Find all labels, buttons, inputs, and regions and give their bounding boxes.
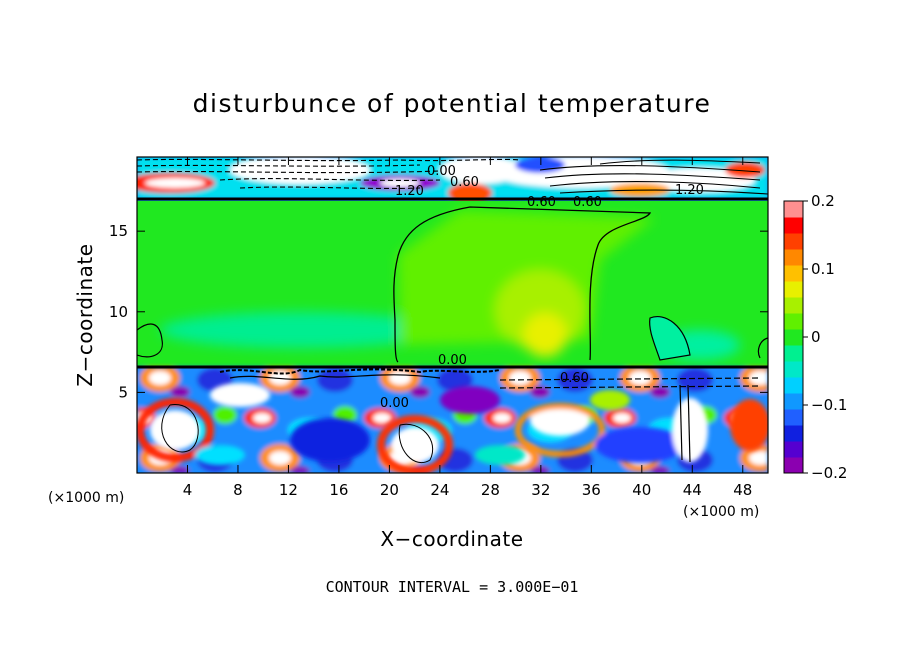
x-tick-label: 8 [233, 481, 243, 499]
colorbar-swatch [784, 409, 803, 426]
x-tick-label: 44 [683, 481, 702, 499]
contour-label: 0.60 [527, 195, 556, 210]
x-tick-label: 48 [733, 481, 752, 499]
contour-labels: 0.00 0.60 1.20 0.60 0.60 1.20 0.00 0.60 … [380, 164, 704, 411]
colorbar-tick-label: 0 [811, 328, 821, 346]
colorbar-swatch [784, 377, 803, 394]
x-axis-ticks: 4 8 12 16 20 24 28 32 36 40 44 48 [183, 157, 752, 499]
zero-contour [397, 206, 652, 361]
colorbar-swatch [784, 281, 803, 298]
colorbar-swatch [784, 249, 803, 266]
x-tick-label: 12 [279, 481, 298, 499]
contour-label: 1.20 [675, 183, 704, 198]
plot-area [137, 157, 768, 473]
y-tick-label: 10 [109, 303, 128, 321]
x-tick-label: 4 [183, 481, 193, 499]
upper-contours [137, 158, 768, 195]
colorbar-swatch [784, 441, 803, 458]
y-axis-label: Z−coordinate [73, 243, 97, 386]
contour-label: 0.00 [438, 353, 467, 368]
x-unit-left: (×1000 m) [48, 490, 124, 506]
colorbar-swatch [784, 313, 803, 330]
x-tick-label: 28 [481, 481, 500, 499]
contour-label: 0.60 [450, 175, 479, 190]
colorbar-swatch [784, 297, 803, 314]
colorbar [784, 201, 803, 474]
y-axis-ticks: 5 10 15 [109, 222, 768, 401]
colorbar-swatch [784, 233, 803, 250]
contour-label: 0.00 [380, 396, 409, 411]
colorbar-swatch [784, 201, 803, 218]
contour-label: 0.00 [427, 164, 456, 179]
x-tick-label: 24 [430, 481, 449, 499]
x-tick-label: 32 [531, 481, 550, 499]
y-tick-label: 15 [109, 222, 128, 240]
colorbar-swatch [784, 265, 803, 282]
x-tick-label: 16 [329, 481, 348, 499]
colorbar-tick-label: 0.1 [811, 260, 835, 278]
x-tick-label: 20 [380, 481, 399, 499]
colorbar-tick-label: −0.2 [811, 464, 847, 482]
colorbar-tick-label: −0.1 [811, 396, 847, 414]
contour-label: 0.60 [573, 195, 602, 210]
colorbar-tick-label: 0.2 [811, 192, 835, 210]
contour-label: 0.60 [560, 371, 589, 386]
colorbar-swatch [784, 329, 803, 346]
x-unit-right: (×1000 m) [683, 504, 759, 520]
colorbar-swatch [784, 457, 803, 474]
colorbar-ticks: 0.2 0.1 0 −0.1 −0.2 [803, 192, 847, 482]
colorbar-swatch [784, 425, 803, 442]
x-tick-label: 36 [582, 481, 601, 499]
y-tick-label: 5 [118, 383, 128, 401]
x-tick-label: 40 [632, 481, 651, 499]
contour-interval-note: CONTOUR INTERVAL = 3.000E−01 [326, 578, 579, 596]
colorbar-swatch [784, 217, 803, 234]
x-axis-label: X−coordinate [380, 527, 523, 551]
plot-frame [136, 156, 769, 474]
chart-title: disturbunce of potential temperature [193, 89, 712, 118]
colorbar-swatch [784, 345, 803, 362]
contour-label: 1.20 [395, 184, 424, 199]
colorbar-swatch [784, 361, 803, 378]
colorbar-swatch [784, 393, 803, 410]
